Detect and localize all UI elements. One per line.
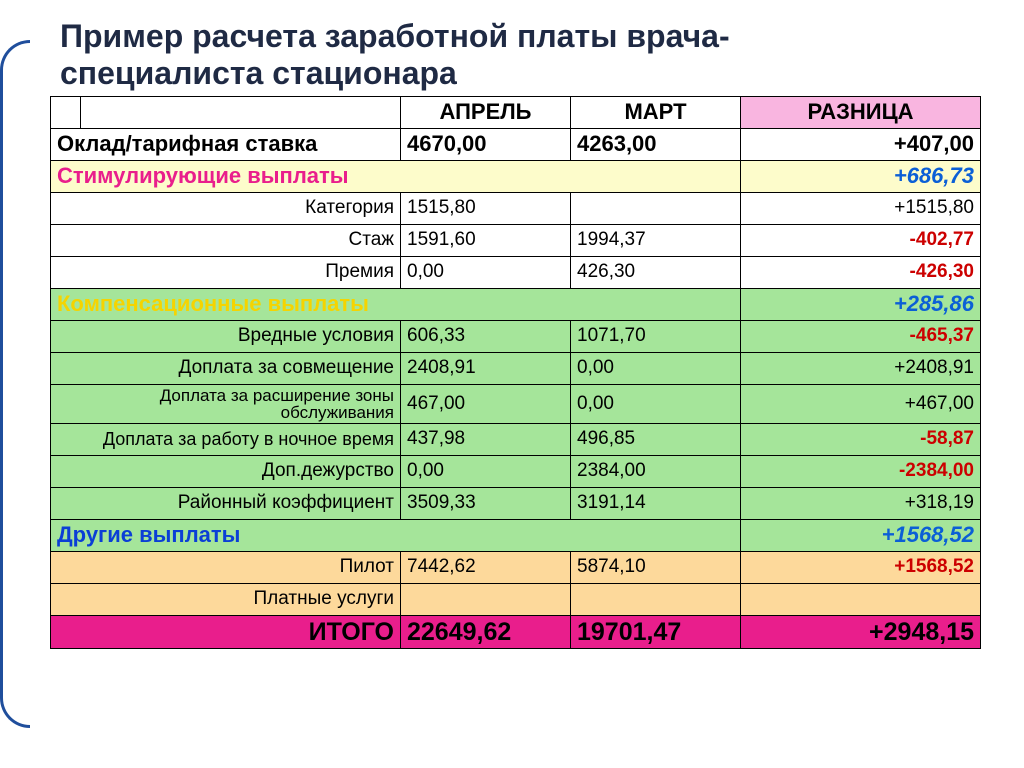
itogo-diff: +2948,15 — [741, 615, 981, 649]
row-platnye: Платные услуги — [51, 583, 981, 615]
section-kompens: Компенсационные выплаты +285,86 — [51, 288, 981, 320]
header-row: АПРЕЛЬ МАРТ РАЗНИЦА — [51, 96, 981, 128]
dezh-april: 0,00 — [401, 455, 571, 487]
vredn-april: 606,33 — [401, 320, 571, 352]
platn-march — [571, 583, 741, 615]
noch-diff: -58,87 — [741, 423, 981, 455]
stazh-label: Стаж — [51, 224, 401, 256]
row-nochnoe: Доплата за работу в ночное время 437,98 … — [51, 423, 981, 455]
row-oklad: Оклад/тарифная ставка 4670,00 4263,00 +4… — [51, 128, 981, 160]
vredn-label: Вредные условия — [51, 320, 401, 352]
salary-table: АПРЕЛЬ МАРТ РАЗНИЦА Оклад/тарифная ставк… — [50, 96, 981, 650]
sovmesh-april: 2408,91 — [401, 352, 571, 384]
other-diff: +1568,52 — [741, 519, 981, 551]
sovmesh-label: Доплата за совмещение — [51, 352, 401, 384]
noch-april: 437,98 — [401, 423, 571, 455]
raion-label: Районный коэффициент — [51, 487, 401, 519]
row-dezhurstvo: Доп.дежурство 0,00 2384,00 -2384,00 — [51, 455, 981, 487]
row-itogo: ИТОГО 22649,62 19701,47 +2948,15 — [51, 615, 981, 649]
row-stazh: Стаж 1591,60 1994,37 -402,77 — [51, 224, 981, 256]
pilot-label: Пилот — [51, 551, 401, 583]
kategoria-diff: +1515,80 — [741, 192, 981, 224]
stim-label: Стимулирующие выплаты — [51, 160, 741, 192]
row-raion: Районный коэффициент 3509,33 3191,14 +31… — [51, 487, 981, 519]
stazh-march: 1994,37 — [571, 224, 741, 256]
rassh-diff: +467,00 — [741, 384, 981, 423]
premia-april: 0,00 — [401, 256, 571, 288]
itogo-april: 22649,62 — [401, 615, 571, 649]
kategoria-march — [571, 192, 741, 224]
oklad-march: 4263,00 — [571, 128, 741, 160]
oklad-label: Оклад/тарифная ставка — [51, 128, 401, 160]
vredn-march: 1071,70 — [571, 320, 741, 352]
pilot-april: 7442,62 — [401, 551, 571, 583]
header-april: АПРЕЛЬ — [401, 96, 571, 128]
dezh-label: Доп.дежурство — [51, 455, 401, 487]
oklad-diff: +407,00 — [741, 128, 981, 160]
rassh-april: 467,00 — [401, 384, 571, 423]
pilot-march: 5874,10 — [571, 551, 741, 583]
title-line2: специалиста стационара — [60, 55, 457, 91]
row-vrednye: Вредные условия 606,33 1071,70 -465,37 — [51, 320, 981, 352]
dezh-march: 2384,00 — [571, 455, 741, 487]
itogo-march: 19701,47 — [571, 615, 741, 649]
noch-label: Доплата за работу в ночное время — [51, 423, 401, 455]
header-diff: РАЗНИЦА — [741, 96, 981, 128]
stazh-april: 1591,60 — [401, 224, 571, 256]
dezh-diff: -2384,00 — [741, 455, 981, 487]
premia-label: Премия — [51, 256, 401, 288]
section-other: Другие выплаты +1568,52 — [51, 519, 981, 551]
oklad-april: 4670,00 — [401, 128, 571, 160]
row-sovmesh: Доплата за совмещение 2408,91 0,00 +2408… — [51, 352, 981, 384]
sovmesh-diff: +2408,91 — [741, 352, 981, 384]
stim-diff: +686,73 — [741, 160, 981, 192]
stazh-diff: -402,77 — [741, 224, 981, 256]
komp-label: Компенсационные выплаты — [51, 288, 741, 320]
pilot-diff: +1568,52 — [741, 551, 981, 583]
raion-march: 3191,14 — [571, 487, 741, 519]
slide: Пример расчета заработной платы врача- с… — [0, 0, 1024, 768]
premia-march: 426,30 — [571, 256, 741, 288]
komp-diff: +285,86 — [741, 288, 981, 320]
sovmesh-march: 0,00 — [571, 352, 741, 384]
kategoria-label: Категория — [51, 192, 401, 224]
row-pilot: Пилот 7442,62 5874,10 +1568,52 — [51, 551, 981, 583]
raion-april: 3509,33 — [401, 487, 571, 519]
premia-diff: -426,30 — [741, 256, 981, 288]
rassh-march: 0,00 — [571, 384, 741, 423]
section-stimul: Стимулирующие выплаты +686,73 — [51, 160, 981, 192]
title-line1: Пример расчета заработной платы врача- — [60, 18, 730, 54]
kategoria-april: 1515,80 — [401, 192, 571, 224]
header-empty — [51, 96, 401, 128]
raion-diff: +318,19 — [741, 487, 981, 519]
platn-april — [401, 583, 571, 615]
other-label: Другие выплаты — [51, 519, 741, 551]
platn-label: Платные услуги — [51, 583, 401, 615]
rassh-label-l2: обслуживания — [281, 403, 394, 422]
rassh-label: Доплата за расширение зоны обслуживания — [51, 384, 401, 423]
slide-title: Пример расчета заработной платы врача- с… — [60, 18, 984, 92]
decorative-border — [0, 40, 30, 728]
row-rasshirenie: Доплата за расширение зоны обслуживания … — [51, 384, 981, 423]
vredn-diff: -465,37 — [741, 320, 981, 352]
platn-diff — [741, 583, 981, 615]
noch-march: 496,85 — [571, 423, 741, 455]
row-kategoria: Категория 1515,80 +1515,80 — [51, 192, 981, 224]
header-march: МАРТ — [571, 96, 741, 128]
row-premia: Премия 0,00 426,30 -426,30 — [51, 256, 981, 288]
itogo-label: ИТОГО — [51, 615, 401, 649]
